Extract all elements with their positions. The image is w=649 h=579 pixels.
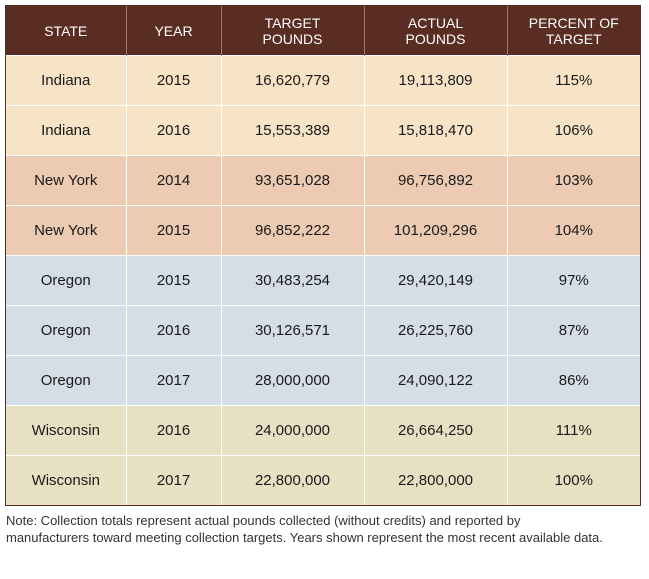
cell-target: 30,483,254: [220, 255, 364, 306]
table-footnote: Note: Collection totals represent actual…: [6, 513, 603, 545]
table-row: Indiana 2015 16,620,779 19,113,809 115%: [6, 55, 640, 106]
cell-year: 2015: [125, 205, 221, 256]
cell-actual: 19,113,809: [363, 55, 507, 106]
header-target-pounds-label: TARGET POUNDS: [262, 14, 323, 47]
cell-state: Indiana: [6, 55, 126, 106]
cell-percent: 100%: [506, 455, 640, 505]
cell-year: 2016: [125, 305, 221, 356]
cell-actual: 96,756,892: [363, 155, 507, 206]
cell-percent: 87%: [506, 305, 640, 356]
collection-table: STATE YEAR TARGET POUNDS ACTUAL POUNDS P…: [6, 6, 640, 505]
cell-actual: 26,225,760: [363, 305, 507, 356]
cell-year: 2014: [125, 155, 221, 206]
header-state: STATE: [6, 6, 126, 56]
cell-percent: 97%: [506, 255, 640, 306]
cell-percent: 103%: [506, 155, 640, 206]
cell-state: New York: [6, 155, 126, 206]
cell-target: 28,000,000: [220, 355, 364, 406]
cell-state: Oregon: [6, 255, 126, 306]
cell-year: 2015: [125, 55, 221, 106]
cell-year: 2017: [125, 455, 221, 505]
cell-target: 93,651,028: [220, 155, 364, 206]
cell-actual: 26,664,250: [363, 405, 507, 456]
cell-target: 16,620,779: [220, 55, 364, 106]
table-row: New York 2015 96,852,222 101,209,296 104…: [6, 205, 640, 256]
collection-table-container: STATE YEAR TARGET POUNDS ACTUAL POUNDS P…: [5, 5, 641, 506]
cell-percent: 104%: [506, 205, 640, 256]
header-year: YEAR: [125, 6, 221, 56]
cell-state: Oregon: [6, 305, 126, 356]
table-row: Wisconsin 2017 22,800,000 22,800,000 100…: [6, 455, 640, 505]
cell-state: Indiana: [6, 105, 126, 156]
header-target-pounds: TARGET POUNDS: [220, 6, 364, 56]
cell-target: 22,800,000: [220, 455, 364, 505]
cell-year: 2015: [125, 255, 221, 306]
cell-state: Oregon: [6, 355, 126, 406]
cell-actual: 101,209,296: [363, 205, 507, 256]
cell-percent: 115%: [506, 55, 640, 106]
header-actual-pounds-label: ACTUAL POUNDS: [405, 14, 466, 47]
cell-target: 24,000,000: [220, 405, 364, 456]
cell-target: 96,852,222: [220, 205, 364, 256]
cell-state: Wisconsin: [6, 455, 126, 505]
table-row: Oregon 2017 28,000,000 24,090,122 86%: [6, 355, 640, 406]
table-row: Indiana 2016 15,553,389 15,818,470 106%: [6, 105, 640, 156]
cell-actual: 22,800,000: [363, 455, 507, 505]
cell-actual: 29,420,149: [363, 255, 507, 306]
table-row: Wisconsin 2016 24,000,000 26,664,250 111…: [6, 405, 640, 456]
cell-year: 2016: [125, 105, 221, 156]
cell-state: New York: [6, 205, 126, 256]
cell-year: 2017: [125, 355, 221, 406]
header-actual-pounds: ACTUAL POUNDS: [363, 6, 507, 56]
cell-target: 30,126,571: [220, 305, 364, 356]
cell-year: 2016: [125, 405, 221, 456]
table-header: STATE YEAR TARGET POUNDS ACTUAL POUNDS P…: [6, 6, 640, 56]
cell-percent: 106%: [506, 105, 640, 156]
cell-percent: 86%: [506, 355, 640, 406]
cell-target: 15,553,389: [220, 105, 364, 156]
table-row: Oregon 2015 30,483,254 29,420,149 97%: [6, 255, 640, 306]
table-row: New York 2014 93,651,028 96,756,892 103%: [6, 155, 640, 206]
header-row: STATE YEAR TARGET POUNDS ACTUAL POUNDS P…: [6, 6, 640, 56]
table-row: Oregon 2016 30,126,571 26,225,760 87%: [6, 305, 640, 356]
cell-state: Wisconsin: [6, 405, 126, 456]
cell-actual: 15,818,470: [363, 105, 507, 156]
cell-actual: 24,090,122: [363, 355, 507, 406]
header-percent-of-target: PERCENT OF TARGET: [506, 6, 640, 56]
cell-percent: 111%: [506, 405, 640, 456]
table-body: Indiana 2015 16,620,779 19,113,809 115% …: [6, 55, 640, 505]
header-percent-label: PERCENT OF TARGET: [528, 14, 619, 47]
